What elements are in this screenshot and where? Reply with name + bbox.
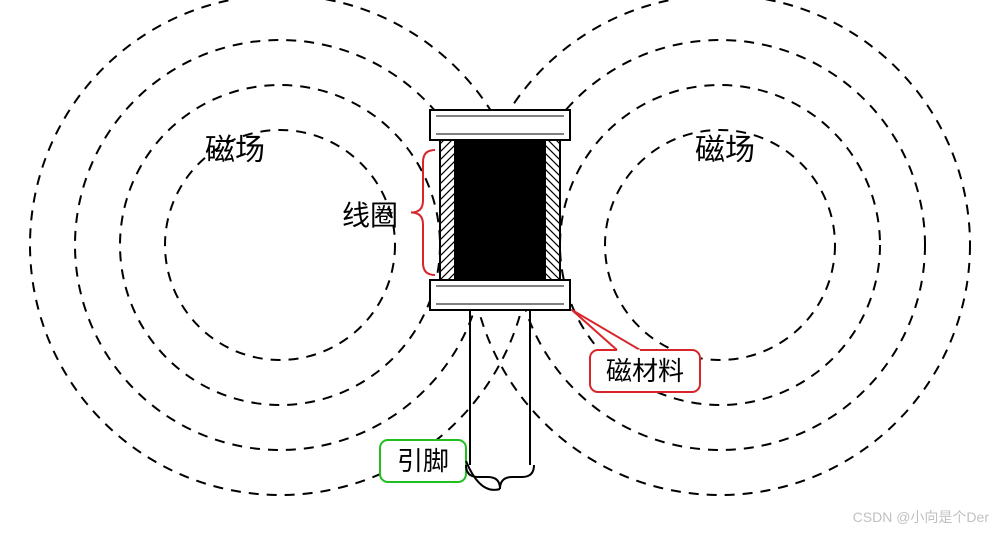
pin-brace	[466, 465, 534, 489]
field-left-label: 磁场	[205, 134, 265, 167]
coil-brace	[411, 150, 435, 275]
magnetic-core	[455, 140, 545, 280]
pin-label: 引脚	[397, 447, 449, 476]
field-right-label: 磁场	[695, 134, 755, 167]
diagram-root: 磁场 磁场线圈磁材料引脚	[0, 0, 999, 533]
field-circle	[165, 130, 395, 360]
bottom-cap	[430, 280, 570, 310]
inductor-body	[430, 110, 570, 465]
field-circle	[515, 40, 925, 450]
field-circle	[120, 85, 440, 405]
material-callout-pointer	[572, 310, 640, 350]
top-cap	[430, 110, 570, 140]
coil-label: 线圈	[342, 200, 398, 232]
coil-hatch-right	[545, 140, 560, 280]
coil-hatch-left	[440, 140, 455, 280]
material-label: 磁材料	[606, 357, 684, 386]
